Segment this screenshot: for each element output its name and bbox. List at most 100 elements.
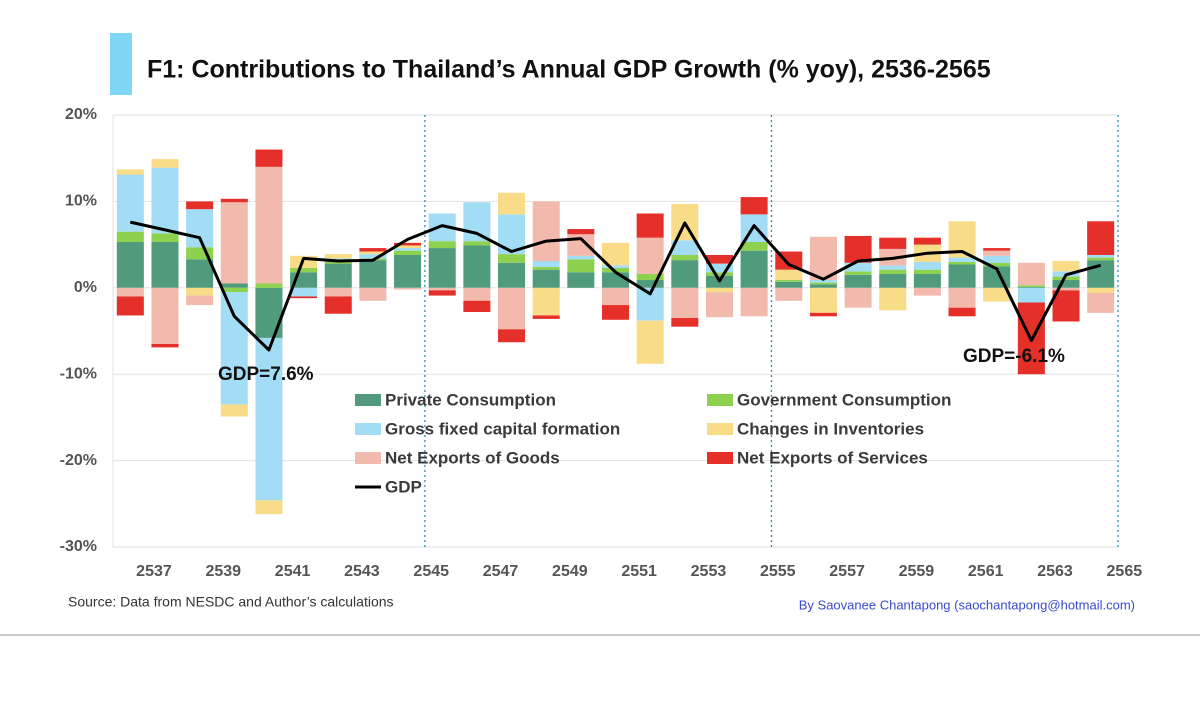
bar-segment — [1052, 290, 1080, 322]
bar-segment — [636, 280, 664, 288]
bar-segment — [255, 500, 283, 515]
legend-swatch — [707, 452, 733, 464]
bar-segment — [532, 315, 560, 319]
bar-segment — [220, 292, 248, 405]
bar-segment — [428, 287, 456, 291]
bar-segment — [1087, 221, 1115, 255]
bar-segment — [601, 287, 630, 306]
bar-segment — [359, 287, 387, 301]
annotation: GDP=7.6% — [218, 364, 314, 385]
bar-segment — [1052, 287, 1080, 291]
bar-segment — [775, 287, 803, 301]
bar-segment — [844, 262, 872, 272]
bar-segment — [601, 242, 630, 266]
bar-segment — [186, 287, 214, 296]
bar-segment — [151, 233, 179, 243]
legend-label: Net Exports of Goods — [385, 448, 560, 467]
bar-segment — [116, 242, 144, 288]
bar-segment — [1087, 287, 1115, 293]
bar-segment — [567, 272, 595, 288]
bar-segment — [705, 263, 733, 273]
x-tick-label: 2557 — [829, 563, 865, 580]
bar-segment — [983, 248, 1011, 251]
bar-segment — [532, 261, 560, 268]
title-accent — [110, 33, 132, 95]
bar-segment — [740, 250, 768, 288]
legend-label: Changes in Inventories — [737, 419, 924, 438]
x-tick-label: 2563 — [1037, 563, 1073, 580]
bar-segment — [324, 263, 352, 288]
bar-segment — [498, 329, 526, 343]
x-tick-label: 2547 — [483, 563, 519, 580]
bar-segment — [1052, 276, 1080, 281]
bar-segment — [359, 251, 387, 255]
bar-segment — [255, 283, 283, 288]
bar-segment — [428, 241, 456, 249]
bar-segment — [1017, 262, 1045, 286]
bar-segment — [844, 274, 872, 288]
bar-segment — [359, 260, 387, 288]
bar-segment — [186, 201, 214, 210]
bar-segment — [428, 290, 456, 296]
bar-segment — [394, 245, 422, 249]
bar-segment — [879, 273, 907, 288]
bar-segment — [255, 287, 283, 338]
bar-segment — [775, 269, 803, 281]
bar-segment — [601, 265, 630, 268]
bar-segment — [636, 213, 664, 238]
bar-segment — [913, 287, 941, 296]
bar-segment — [463, 245, 491, 288]
bar-segment — [983, 255, 1011, 263]
legend-swatch — [355, 423, 381, 435]
bar-segment — [532, 287, 560, 316]
bar-segment — [116, 287, 144, 297]
x-tick-label: 2537 — [136, 563, 172, 580]
x-tick-label: 2541 — [275, 563, 311, 580]
bar-segment — [255, 166, 283, 284]
bar-segment — [705, 292, 733, 318]
bar-segment — [775, 280, 803, 282]
bar-segment — [844, 271, 872, 275]
legend-swatch — [355, 394, 381, 406]
bar-segment — [255, 149, 283, 167]
bar-segment — [671, 260, 699, 288]
bar-segment — [220, 404, 248, 417]
bar-segment — [705, 287, 733, 293]
bar-segment — [948, 264, 976, 288]
y-tick-label: 10% — [65, 193, 97, 210]
bar-segment — [636, 273, 664, 281]
bar-segment — [498, 287, 526, 330]
bar-segment — [463, 287, 491, 301]
bar-segment — [498, 254, 526, 263]
bar-segment — [151, 343, 179, 348]
bar-segment — [1087, 254, 1115, 258]
bar-segment — [463, 241, 491, 246]
bar-segment — [116, 231, 144, 243]
bar-segment — [601, 272, 630, 288]
bar-segment — [567, 255, 595, 260]
line-series — [129, 220, 1102, 352]
y-tick-label: 20% — [65, 106, 97, 123]
bar-segment — [324, 296, 352, 314]
bar-segment — [1087, 260, 1115, 288]
bar-segment — [705, 254, 733, 264]
bar-segment — [255, 337, 283, 501]
bar-segment — [532, 201, 560, 262]
bar-segment — [601, 267, 630, 273]
bar-segment — [394, 254, 422, 288]
bar-segment — [913, 261, 941, 270]
bar-segment — [636, 237, 664, 274]
bar-segment — [1087, 292, 1115, 313]
bar-segment — [290, 267, 318, 273]
bar-segment — [186, 295, 214, 306]
bar-segment — [359, 248, 387, 252]
bar-segment — [220, 283, 248, 288]
bar-segment — [740, 242, 768, 251]
bar-segment — [463, 300, 491, 312]
bar-segment — [1052, 280, 1080, 288]
bar-segment — [220, 198, 248, 203]
x-tick-label: 2559 — [899, 563, 935, 580]
bar-segment — [705, 272, 733, 276]
bar-segment — [844, 235, 872, 263]
legend-label: Private Consumption — [385, 390, 556, 409]
